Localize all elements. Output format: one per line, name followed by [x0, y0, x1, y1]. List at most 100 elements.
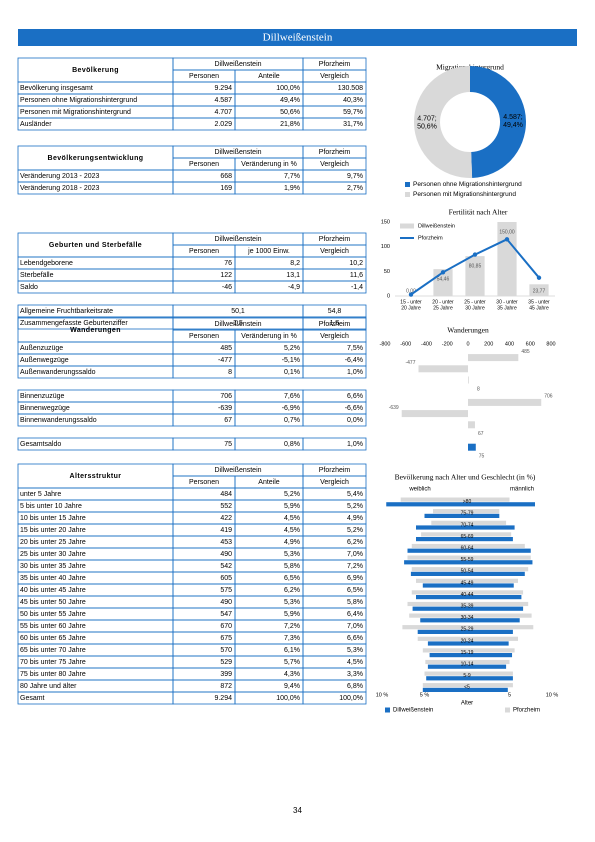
x-tick-label: 35 - unter	[528, 299, 550, 305]
table-value: 169	[220, 185, 232, 192]
bar	[468, 354, 519, 362]
bar-male	[467, 613, 532, 618]
age-label: 35-39	[461, 604, 474, 610]
bar-male	[467, 509, 500, 514]
age-label: 30-34	[461, 615, 474, 621]
x-tick-label: -800	[379, 341, 390, 347]
bar-value-label: -639	[389, 405, 399, 411]
side-label: weiblich	[408, 487, 430, 493]
age-label: 65-69	[461, 534, 474, 540]
bar-value-label: 150,00	[499, 229, 515, 235]
bar-male	[467, 502, 535, 507]
table-value: 575	[220, 587, 232, 594]
bar-male	[467, 671, 513, 676]
y-tick-label: 50	[384, 269, 390, 275]
bar-female	[407, 548, 467, 553]
table-value: 484	[220, 491, 232, 498]
legend-swatch	[405, 182, 410, 187]
row-label: 60 bis unter 65 Jahre	[20, 635, 86, 642]
bar-male	[467, 683, 513, 688]
x-tick-label: 20 - unter	[432, 299, 454, 305]
y-tick-label: 0	[387, 293, 390, 299]
bar	[465, 256, 485, 296]
row-label: Zusammengefasste Geburtenziffer	[20, 320, 128, 327]
page-title: Dillweißenstein	[263, 32, 333, 44]
x-tick-label: 30 - unter	[496, 299, 518, 305]
table-value: 4,9%	[347, 515, 363, 522]
table-value: 6,5%	[284, 575, 300, 582]
bar-male	[467, 548, 531, 553]
row-label: 55 bis unter 60 Jahre	[20, 623, 86, 630]
table-value: 7,2%	[284, 623, 300, 630]
legend-label: Personen ohne Migrationshintergrund	[413, 181, 522, 188]
bar-male	[467, 520, 507, 525]
x-tick-label: 800	[546, 341, 555, 347]
bar	[529, 284, 549, 296]
table-value: 5,4%	[347, 491, 363, 498]
bar-value-label: 67	[478, 431, 484, 437]
bar	[468, 376, 469, 384]
row-label: Außenwanderungssaldo	[20, 369, 96, 376]
bar-male	[467, 625, 534, 630]
age-label: 55-59	[461, 557, 474, 563]
slice-value-label: 4.587;	[503, 114, 523, 121]
group-header: Pforzheim	[319, 236, 351, 243]
table-value: 552	[220, 503, 232, 510]
chart-title: Bevölkerung nach Alter und Geschlecht (i…	[395, 473, 536, 482]
bar-female	[407, 555, 467, 560]
x-tick-label: 20 Jahre	[401, 305, 421, 311]
table-value: -4,9	[288, 284, 300, 291]
x-tick-label: -200	[442, 341, 453, 347]
age-label: >80	[463, 499, 472, 505]
table-value: 50,1	[231, 308, 245, 315]
table-value: 7,5%	[347, 345, 363, 352]
table-value: 570	[220, 647, 232, 654]
bar-female	[427, 641, 467, 646]
row-label: Ausländer	[20, 121, 52, 128]
title-bar	[18, 29, 577, 46]
table-value: 5,3%	[284, 599, 300, 606]
table-title: Wanderungen	[70, 327, 121, 334]
row-label: 75 bis unter 80 Jahre	[20, 671, 86, 678]
table-value: 7,7%	[284, 173, 300, 180]
table-value: 9,4%	[284, 683, 300, 690]
x-tick-label: 30 Jahre	[465, 305, 485, 311]
bar-male	[467, 525, 515, 530]
legend-label: Pforzheim	[418, 235, 443, 241]
x-tick-label: 200	[484, 341, 493, 347]
table-value: 542	[220, 563, 232, 570]
age-label: 75-79	[461, 511, 474, 517]
row-label: 80 Jahre und älter	[20, 683, 77, 690]
bar	[468, 443, 476, 451]
bar-value-label: 485	[521, 349, 530, 355]
table-value: 1,6	[330, 320, 340, 327]
table-value: 5,2%	[284, 345, 300, 352]
table-cell	[302, 413, 367, 427]
age-label: 20-24	[461, 638, 474, 644]
row-label: 15 bis unter 20 Jahre	[20, 527, 86, 534]
bar-male	[467, 590, 524, 595]
table-value: 7,2%	[347, 563, 363, 570]
table-value: 3,3%	[347, 671, 363, 678]
table-cell	[302, 117, 367, 131]
row-label: 45 bis unter 50 Jahre	[20, 599, 86, 606]
line-point	[440, 270, 446, 275]
table-value: 67	[224, 417, 232, 424]
bar-female	[402, 625, 467, 630]
y-tick-label: 100	[381, 244, 390, 250]
slice-share-label: 49,4%	[503, 122, 523, 129]
bar-male	[467, 659, 510, 665]
table-value: 76	[224, 260, 232, 267]
age-label: 45-49	[461, 580, 474, 586]
table-value: 6,1%	[284, 647, 300, 654]
table-cell	[302, 365, 367, 379]
column-header: Personen	[189, 248, 219, 255]
table-value: 670	[220, 623, 232, 630]
table-value: 0,7%	[284, 417, 300, 424]
table-value: 399	[220, 671, 232, 678]
table-value: 4,5%	[284, 515, 300, 522]
table-value: 5,2%	[347, 503, 363, 510]
age-label: 50-54	[461, 569, 474, 575]
table-value: 75	[224, 441, 232, 448]
